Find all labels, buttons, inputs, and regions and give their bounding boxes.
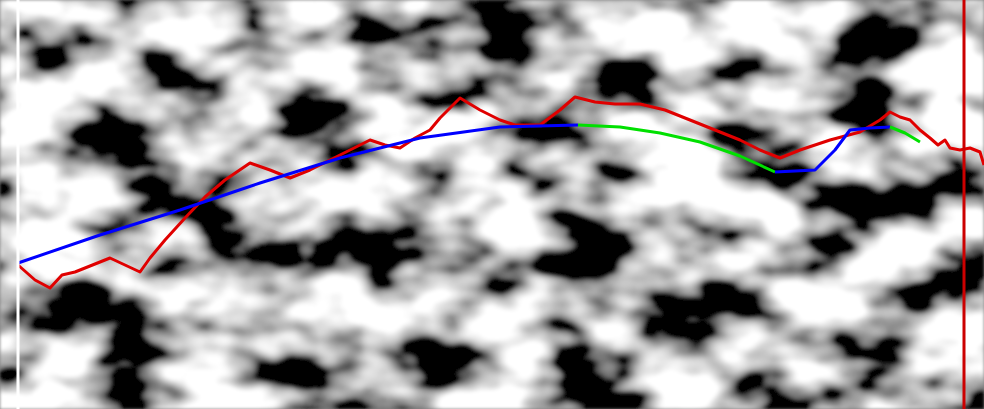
vertical-line [17,0,20,409]
figure [0,0,984,409]
trace-line [18,97,984,288]
trace-line [578,125,775,172]
trace-line [890,127,920,142]
plot-area [18,0,984,409]
trace-line [775,127,890,172]
chart [0,0,984,409]
background-texture [0,0,984,409]
vertical-line [963,0,966,409]
trace-line [18,125,578,263]
